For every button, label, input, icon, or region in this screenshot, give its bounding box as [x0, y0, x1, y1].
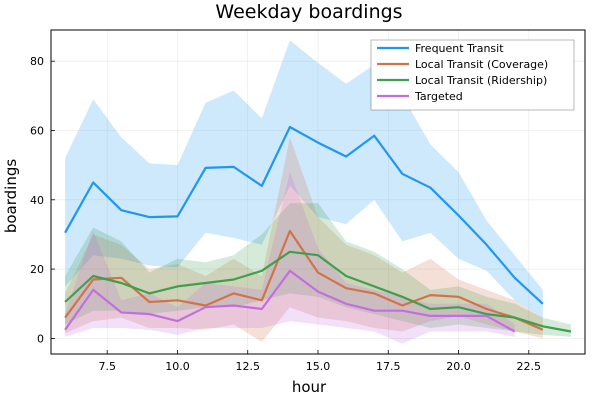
- y-axis-ticks: 0 20 40 60 80: [30, 55, 55, 345]
- x-tick-label: 15.0: [306, 360, 331, 373]
- x-axis-label: hour: [292, 378, 327, 396]
- y-tick-label: 40: [30, 194, 44, 207]
- x-tick-label: 7.5: [98, 360, 116, 373]
- band-frequent-transit: [65, 40, 543, 318]
- x-tick-label: 17.5: [376, 360, 401, 373]
- series-lines: [64, 125, 572, 333]
- y-tick-label: 0: [37, 332, 44, 345]
- y-axis-label: boardings: [2, 159, 20, 234]
- band-targeted: [65, 172, 515, 344]
- legend-label-frequent-transit: Frequent Transit: [415, 42, 504, 55]
- y-tick-label: 20: [30, 263, 44, 276]
- line-targeted: [64, 269, 516, 333]
- legend-label-local-transit-ridership: Local Transit (Ridership): [415, 74, 547, 87]
- band-local-transit-coverage: [65, 137, 543, 342]
- legend-box: [370, 39, 575, 111]
- x-axis-ticks: 7.5 10.0 12.5 15.0 17.5 20.0 22.5: [98, 350, 541, 373]
- legend-label-targeted: Targeted: [414, 90, 463, 103]
- x-tick-label: 20.0: [446, 360, 471, 373]
- confidence-bands: [65, 40, 571, 344]
- line-local-transit-coverage: [64, 229, 544, 331]
- y-tick-label: 80: [30, 55, 44, 68]
- y-tick-label: 60: [30, 124, 44, 137]
- x-tick-label: 22.5: [517, 360, 542, 373]
- line-local-transit-ridership: [64, 250, 572, 333]
- x-tick-label: 10.0: [165, 360, 190, 373]
- legend: Frequent Transit Local Transit (Coverage)…: [370, 39, 575, 111]
- chart-title: Weekday boardings: [215, 1, 402, 23]
- x-tick-label: 12.5: [235, 360, 260, 373]
- line-frequent-transit: [64, 125, 544, 305]
- legend-label-local-transit-coverage: Local Transit (Coverage): [415, 58, 548, 71]
